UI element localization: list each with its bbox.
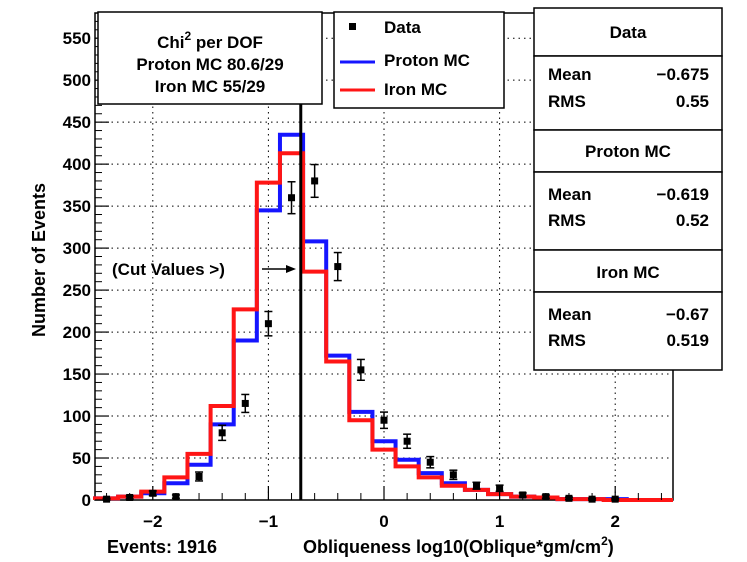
- legend-data-marker: [349, 23, 356, 30]
- data-point: [357, 366, 365, 374]
- y-tick-label: 250: [63, 281, 91, 300]
- legend-label-iron: Iron MC: [384, 80, 447, 99]
- stats-proton-rms-label: RMS: [548, 211, 586, 230]
- y-tick-label: 550: [63, 29, 91, 48]
- data-point: [403, 437, 411, 445]
- legend: Data Proton MC Iron MC: [333, 11, 505, 109]
- stats-data-values-frame: [533, 55, 723, 131]
- x-axis-title: Obliqueness log10(Oblique*gm/cm2): [303, 534, 614, 557]
- stats-data-rms-label: RMS: [548, 92, 586, 111]
- stats-data-mean-value: −0.675: [657, 65, 709, 84]
- legend-label-proton: Proton MC: [384, 51, 470, 70]
- stats-iron-title-frame: [533, 249, 723, 293]
- y-tick-label: 450: [63, 113, 91, 132]
- chi-box-frame: [97, 11, 323, 105]
- x-tick-label: 2: [610, 512, 619, 531]
- cut-annotation-arrowhead: [286, 265, 296, 273]
- y-tick-label: 200: [63, 323, 91, 342]
- stats-data-title: Data: [610, 23, 647, 42]
- data-point: [472, 482, 480, 490]
- data-point: [288, 194, 296, 202]
- stats-proton-rms-value: 0.52: [676, 211, 709, 230]
- y-tick-label: 350: [63, 197, 91, 216]
- chi-box-line1: Chi2 per DOF: [157, 29, 263, 52]
- chi-box-line2: Proton MC 80.6/29: [136, 55, 283, 74]
- stats-data-rms-value: 0.55: [676, 92, 709, 111]
- stats-data-box: Data Mean −0.675 RMS 0.55: [533, 7, 723, 131]
- stats-proton-mean-value: −0.619: [657, 185, 709, 204]
- stats-proton-box: Proton MC Mean −0.619 RMS 0.52: [533, 129, 723, 251]
- x-tick-label: 1: [495, 512, 504, 531]
- x-tick-label: −2: [143, 512, 162, 531]
- stats-proton-mean-label: Mean: [548, 185, 591, 204]
- stats-data-mean-label: Mean: [548, 65, 591, 84]
- data-point: [426, 458, 434, 466]
- data-point: [195, 472, 203, 480]
- stats-iron-title: Iron MC: [596, 263, 659, 282]
- hist-iron-mc: [93, 151, 673, 502]
- y-axis-title: Number of Events: [29, 183, 49, 337]
- y-tick-label: 150: [63, 365, 91, 384]
- y-tick-label: 400: [63, 155, 91, 174]
- x-tick-label: −1: [259, 512, 278, 531]
- data-point: [380, 416, 388, 424]
- data-point: [264, 320, 272, 328]
- chi-box: Chi2 per DOF Proton MC 80.6/29 Iron MC 5…: [97, 11, 323, 105]
- cut-annotation: (Cut Values >): [112, 260, 225, 279]
- data-point: [218, 429, 226, 437]
- stats-iron-mean-label: Mean: [548, 305, 591, 324]
- y-tick-label: 500: [63, 71, 91, 90]
- x-tick-label: 0: [379, 512, 388, 531]
- stats-iron-rms-label: RMS: [548, 331, 586, 350]
- data-point: [311, 177, 319, 185]
- events-count-label: Events: 1916: [107, 537, 217, 557]
- chi-box-line3: Iron MC 55/29: [155, 77, 266, 96]
- axes: 0 50 100 150 200 250 300 350 400 450 500 550 −2 −1 0 1 2: [63, 20, 662, 531]
- legend-frame: [333, 11, 505, 109]
- stats-proton-values-frame: [533, 171, 723, 251]
- y-tick-label: 100: [63, 407, 91, 426]
- legend-label-data: Data: [384, 18, 421, 37]
- histogram-series: [93, 132, 673, 502]
- y-tick-label: 0: [82, 491, 91, 510]
- data-point: [449, 471, 457, 479]
- data-point: [241, 399, 249, 407]
- stats-iron-box: Iron MC Mean −0.67 RMS 0.519: [533, 249, 723, 371]
- data-point: [334, 263, 342, 271]
- stats-iron-mean-value: −0.67: [666, 305, 709, 324]
- y-tick-label: 50: [72, 449, 91, 468]
- stats-iron-rms-value: 0.519: [666, 331, 709, 350]
- stats-iron-values-frame: [533, 291, 723, 371]
- y-tick-label: 300: [63, 239, 91, 258]
- stats-proton-title: Proton MC: [585, 142, 671, 161]
